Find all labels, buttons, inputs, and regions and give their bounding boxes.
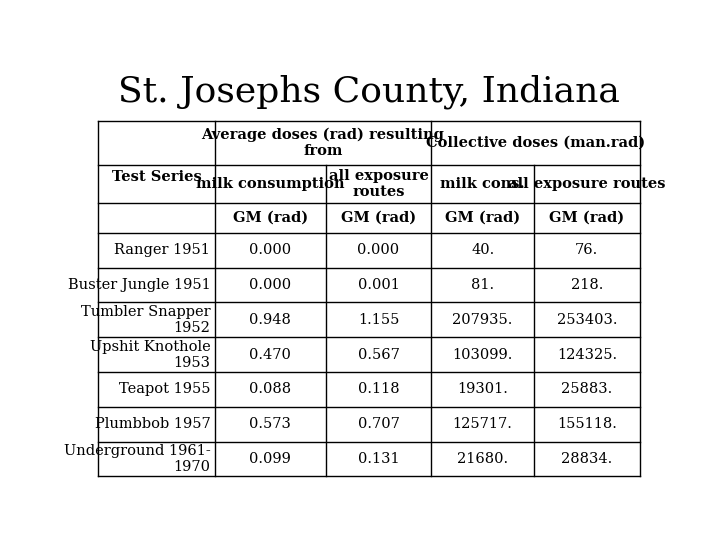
Text: 0.000: 0.000: [249, 278, 292, 292]
Text: 0.707: 0.707: [358, 417, 400, 431]
Text: 0.088: 0.088: [249, 382, 292, 396]
Text: 21680.: 21680.: [457, 452, 508, 466]
Text: 0.573: 0.573: [249, 417, 291, 431]
Text: milk cons.: milk cons.: [441, 177, 525, 191]
Text: GM (rad): GM (rad): [549, 211, 624, 225]
Text: 76.: 76.: [575, 244, 598, 258]
Text: Underground 1961-
1970: Underground 1961- 1970: [63, 444, 210, 474]
Text: Test Series: Test Series: [112, 170, 202, 184]
Text: Buster Jungle 1951: Buster Jungle 1951: [68, 278, 210, 292]
Text: 0.001: 0.001: [358, 278, 400, 292]
Text: GM (rad): GM (rad): [445, 211, 521, 225]
Text: 218.: 218.: [571, 278, 603, 292]
Text: Plumbbob 1957: Plumbbob 1957: [94, 417, 210, 431]
Text: 0.099: 0.099: [249, 452, 291, 466]
Text: Upshit Knothole
1953: Upshit Knothole 1953: [89, 340, 210, 370]
Text: 125717.: 125717.: [453, 417, 513, 431]
Text: 0.118: 0.118: [358, 382, 400, 396]
Text: 0.131: 0.131: [358, 452, 400, 466]
Text: Average doses (rad) resulting
from: Average doses (rad) resulting from: [202, 128, 444, 158]
Text: 25883.: 25883.: [561, 382, 613, 396]
Text: 0.567: 0.567: [358, 348, 400, 362]
Text: Ranger 1951: Ranger 1951: [114, 244, 210, 258]
Text: 0.000: 0.000: [249, 244, 292, 258]
Text: GM (rad): GM (rad): [233, 211, 307, 225]
Text: Tumbler Snapper
1952: Tumbler Snapper 1952: [81, 305, 210, 335]
Text: Teapot 1955: Teapot 1955: [119, 382, 210, 396]
Text: milk consumption: milk consumption: [196, 177, 344, 191]
Text: St. Josephs County, Indiana: St. Josephs County, Indiana: [118, 75, 620, 109]
Text: 0.000: 0.000: [357, 244, 400, 258]
Text: 103099.: 103099.: [452, 348, 513, 362]
Text: 0.948: 0.948: [249, 313, 291, 327]
Text: 28834.: 28834.: [561, 452, 613, 466]
Text: 253403.: 253403.: [557, 313, 617, 327]
Text: 0.470: 0.470: [249, 348, 291, 362]
Text: all exposure routes: all exposure routes: [508, 177, 665, 191]
Text: 124325.: 124325.: [557, 348, 617, 362]
Text: GM (rad): GM (rad): [341, 211, 416, 225]
Text: 19301.: 19301.: [457, 382, 508, 396]
Text: 207935.: 207935.: [452, 313, 513, 327]
Text: Collective doses (man.rad): Collective doses (man.rad): [426, 136, 645, 150]
Text: 155118.: 155118.: [557, 417, 617, 431]
Text: 81.: 81.: [471, 278, 494, 292]
Text: 1.155: 1.155: [358, 313, 399, 327]
Text: all exposure
routes: all exposure routes: [328, 169, 428, 199]
Text: 40.: 40.: [471, 244, 495, 258]
